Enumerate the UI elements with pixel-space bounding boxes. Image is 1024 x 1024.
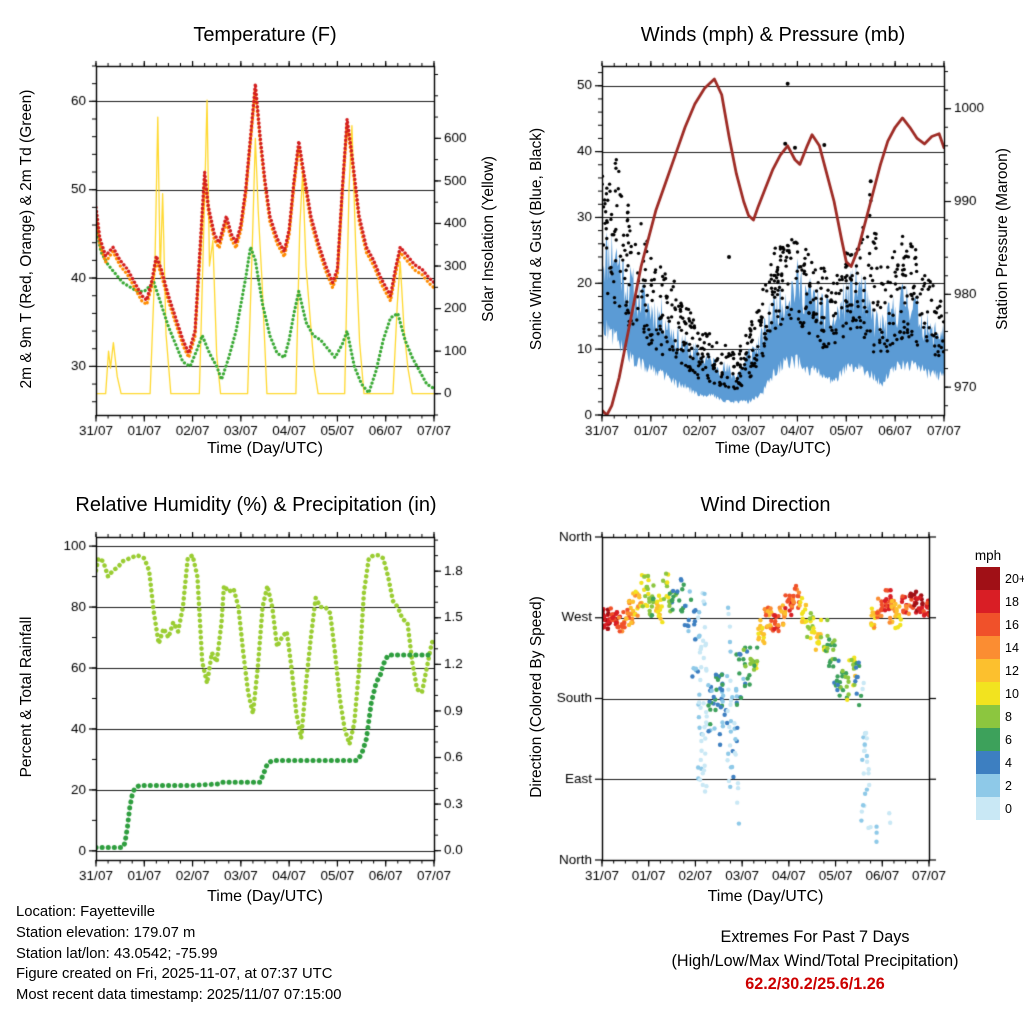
colorbar-swatch (976, 797, 1000, 820)
colorbar-swatch-label: 6 (1005, 732, 1012, 747)
colorbar-entry: 6 (976, 728, 1024, 751)
colorbar-swatch (976, 659, 1000, 682)
colorbar-entry: 20+ (976, 567, 1024, 590)
wind-speed-colorbar: mph 20+ 18 16 14 12 10 8 6 4 2 0 (975, 548, 1024, 820)
wind-direction-left-axis-label: Direction (Colored By Speed) (528, 596, 545, 798)
humidity-x-axis-label: Time (Day/UTC) (207, 888, 323, 905)
wind-direction-chart: Wind Direction Direction (Colored By Spe… (512, 482, 1024, 922)
humidity-precip-chart: Relative Humidity (%) & Precipitation (i… (0, 482, 512, 922)
colorbar-entry: 12 (976, 659, 1024, 682)
colorbar-entry: 4 (976, 751, 1024, 774)
colorbar-swatch (976, 705, 1000, 728)
humidity-precip-chart-title: Relative Humidity (%) & Precipitation (i… (75, 494, 437, 516)
colorbar-entry: 2 (976, 774, 1024, 797)
winds-pressure-chart: Winds (mph) & Pressure (mb) Sonic Wind &… (512, 0, 1024, 478)
colorbar-swatch (976, 567, 1000, 590)
colorbar-swatch (976, 774, 1000, 797)
colorbar-entry: 10 (976, 682, 1024, 705)
colorbar-swatch (976, 751, 1000, 774)
colorbar-swatch-label: 2 (1005, 778, 1012, 793)
colorbar-entries: 20+ 18 16 14 12 10 8 6 4 2 0 (976, 567, 1024, 820)
station-location: Location: Fayetteville (16, 904, 156, 920)
extremes-values: 62.2/30.2/25.6/1.26 (745, 975, 885, 993)
colorbar-entry: 8 (976, 705, 1024, 728)
pressure-right-axis-label: Station Pressure (Maroon) (994, 148, 1011, 330)
extremes-title: Extremes For Past 7 Days (720, 928, 910, 946)
colorbar-title: mph (974, 548, 1002, 563)
colorbar-swatch (976, 728, 1000, 751)
winds-pressure-plot-canvas (512, 0, 1024, 478)
station-info: Location: Fayetteville Station elevation… (16, 902, 341, 1006)
most-recent-data-timestamp: Most recent data timestamp: 2025/11/07 0… (16, 987, 342, 1004)
temperature-x-axis-label: Time (Day/UTC) (207, 440, 323, 457)
figure-created-timestamp: Figure created on Fri, 2025-11-07, at 07… (16, 966, 333, 983)
temperature-plot-canvas (0, 0, 512, 478)
colorbar-swatch-label: 16 (1005, 617, 1019, 632)
colorbar-entry: 18 (976, 590, 1024, 613)
colorbar-swatch-label: 8 (1005, 709, 1012, 724)
colorbar-entry: 0 (976, 797, 1024, 820)
winds-x-axis-label: Time (Day/UTC) (715, 440, 831, 457)
winds-pressure-chart-title: Winds (mph) & Pressure (mb) (640, 24, 906, 46)
extremes-subtitle: (High/Low/Max Wind/Total Precipitation) (671, 951, 959, 970)
colorbar-swatch-label: 0 (1005, 801, 1012, 816)
wind-direction-chart-title: Wind Direction (700, 494, 831, 516)
wind-direction-x-axis-label: Time (Day/UTC) (707, 888, 824, 905)
temperature-chart: Temperature (F) 2m & 9m T (Red, Orange) … (0, 0, 512, 478)
colorbar-swatch-label: 14 (1005, 640, 1019, 655)
station-latlon: Station lat/lon: 43.0542; -75.99 (16, 945, 218, 962)
temperature-right-axis-label: Solar Insolation (Yellow) (480, 156, 497, 322)
colorbar-swatch (976, 590, 1000, 613)
temperature-left-axis-label: 2m & 9m T (Red, Orange) & 2m Td (Green) (18, 89, 35, 389)
colorbar-swatch-label: 18 (1005, 594, 1019, 609)
winds-left-axis-label: Sonic Wind & Gust (Blue, Black) (528, 127, 545, 351)
colorbar-entry: 14 (976, 636, 1024, 659)
colorbar-swatch-label: 20+ (1005, 571, 1024, 586)
humidity-precip-plot-canvas (0, 482, 512, 922)
colorbar-swatch-label: 4 (1005, 755, 1012, 770)
colorbar-swatch (976, 636, 1000, 659)
colorbar-swatch-label: 10 (1005, 686, 1019, 701)
colorbar-swatch (976, 682, 1000, 705)
colorbar-swatch-label: 12 (1005, 663, 1019, 678)
colorbar-swatch (976, 613, 1000, 636)
humidity-left-axis-label: Percent & Total Rainfall (18, 616, 35, 778)
temperature-chart-title: Temperature (F) (193, 24, 337, 46)
colorbar-entry: 16 (976, 613, 1024, 636)
wind-direction-plot-canvas (512, 482, 1024, 922)
extremes-summary: Extremes For Past 7 Days (High/Low/Max W… (604, 926, 1024, 997)
station-elevation: Station elevation: 179.07 m (16, 924, 196, 941)
